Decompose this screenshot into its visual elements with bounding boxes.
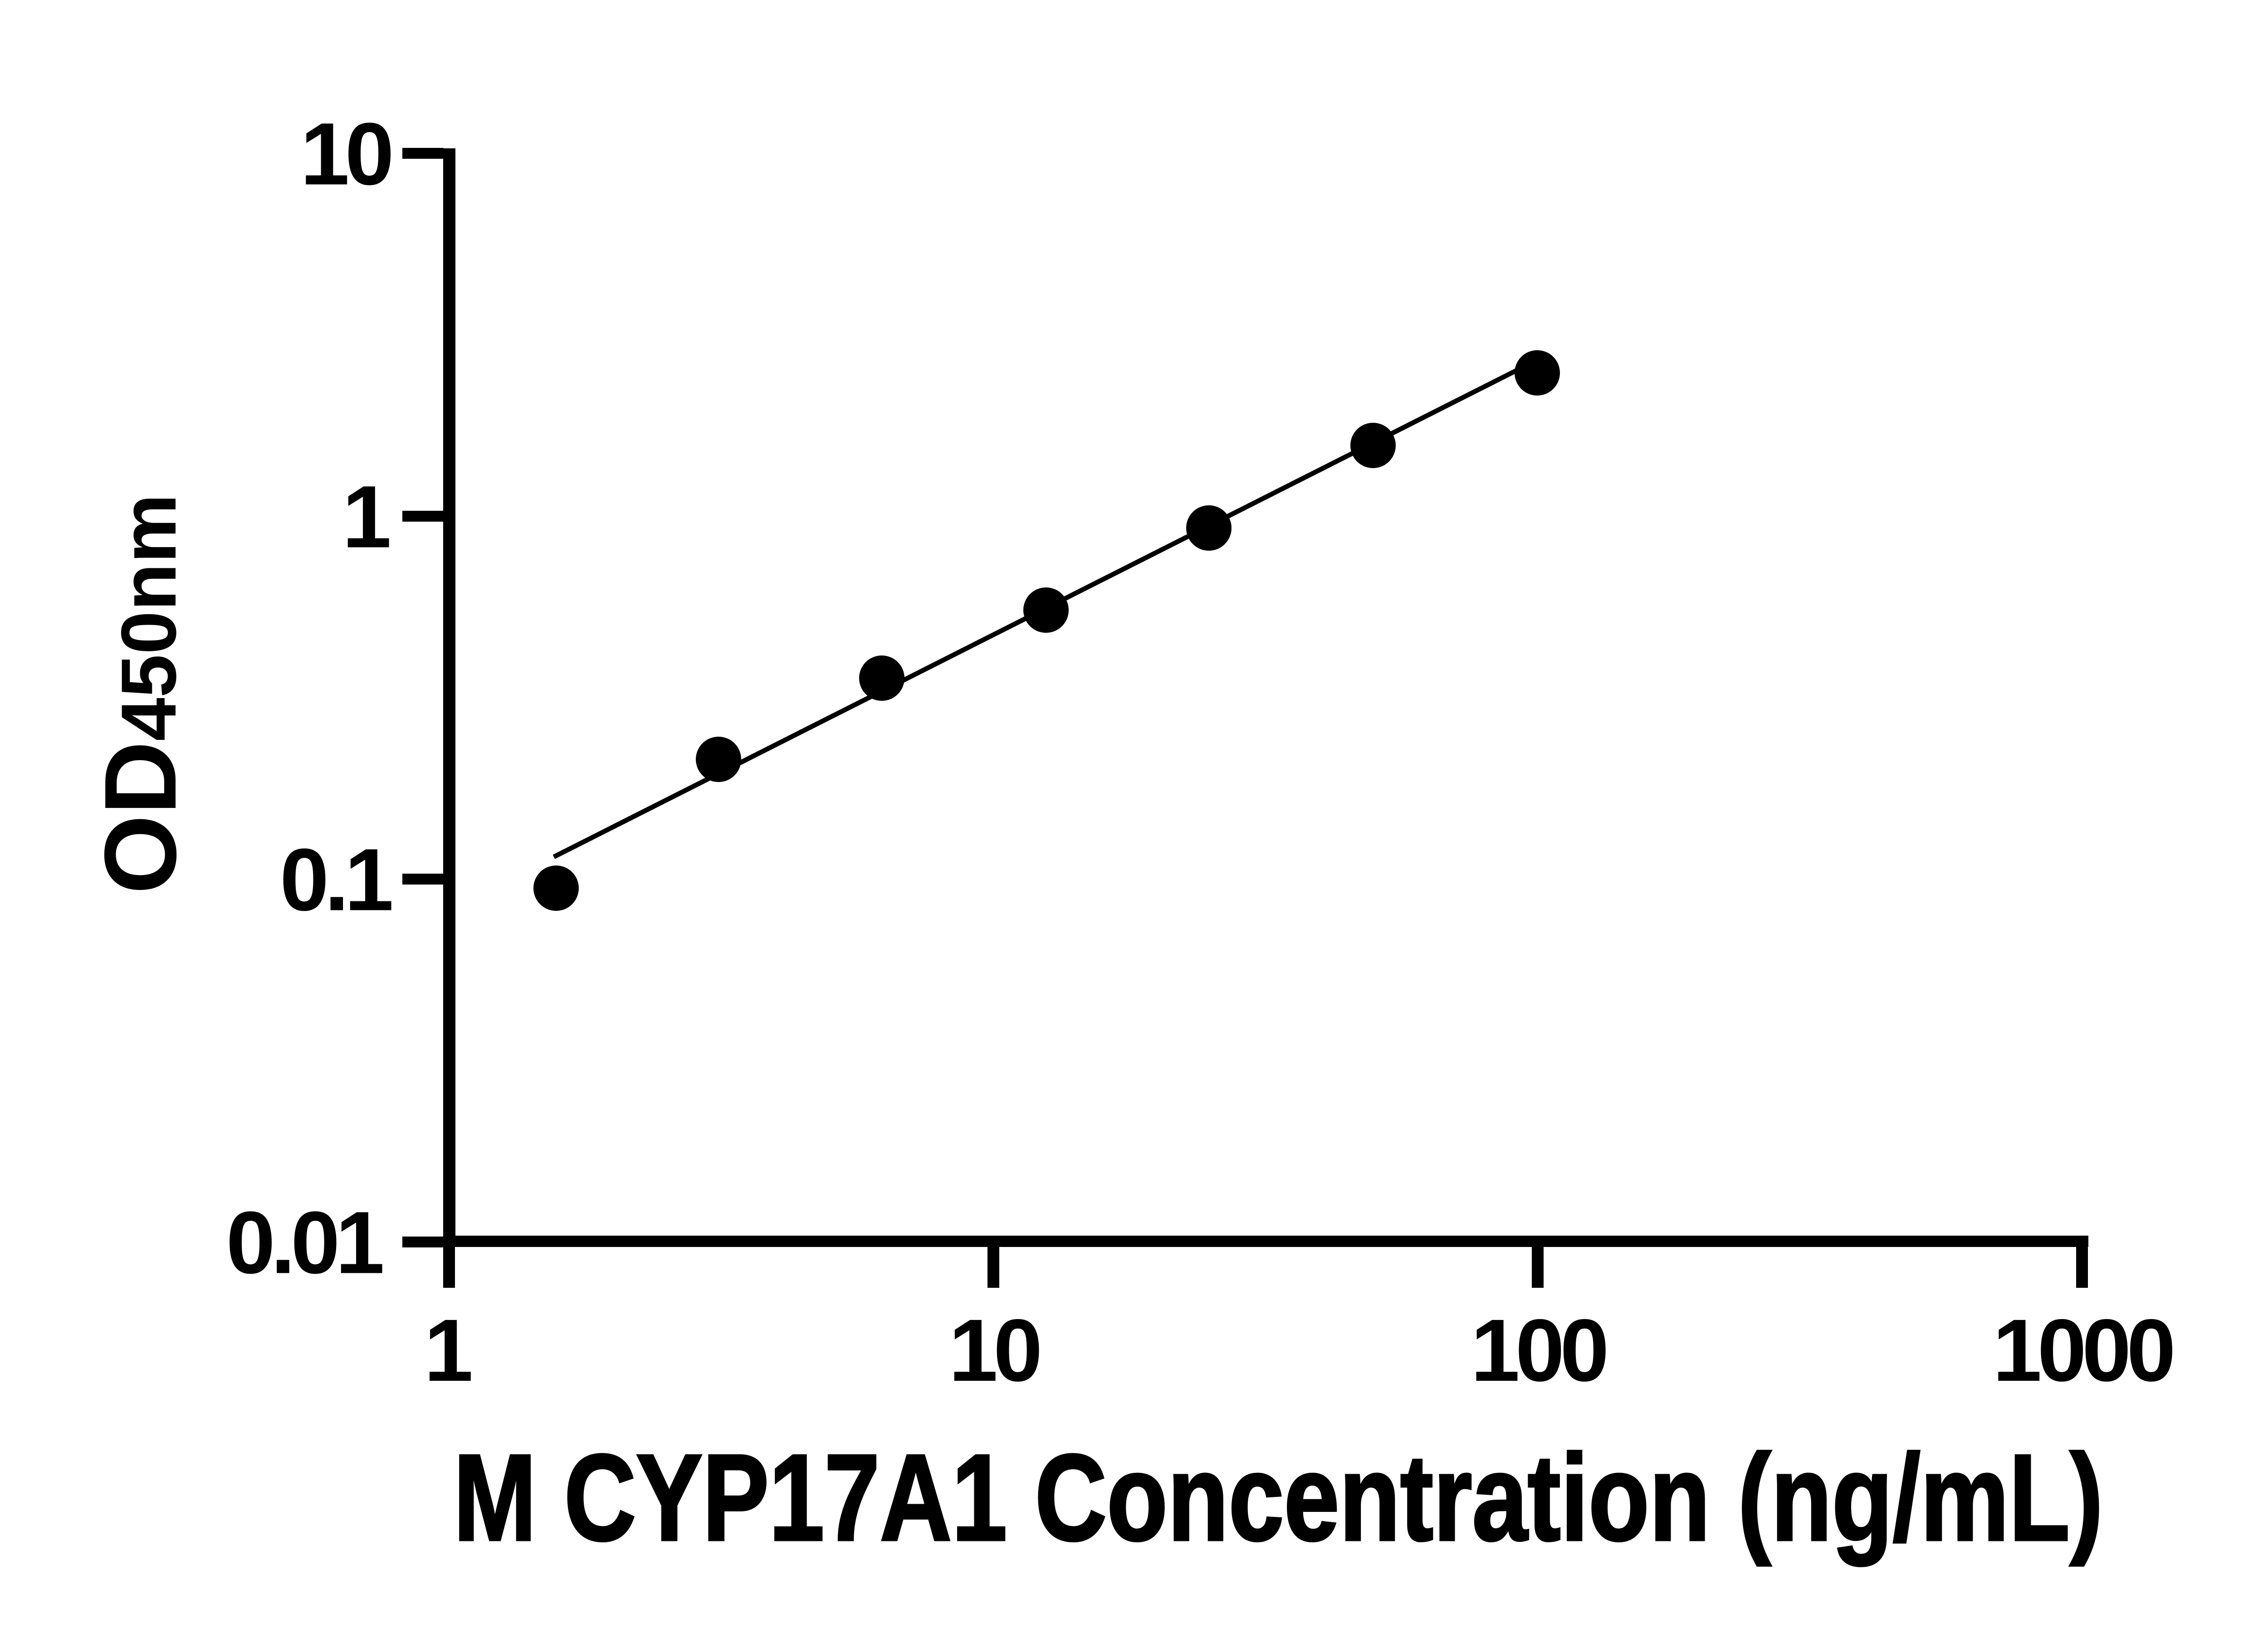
svg-text:1000: 1000 (1993, 1301, 2172, 1400)
svg-text:0.1: 0.1 (280, 831, 392, 929)
svg-text:OD450nm: OD450nm (83, 494, 197, 894)
svg-text:0.01: 0.01 (226, 1193, 382, 1292)
svg-text:M CYP17A1 Concentration (ng/mL: M CYP17A1 Concentration (ng/mL) (454, 1429, 2103, 1566)
svg-text:1: 1 (424, 1301, 471, 1400)
svg-text:1: 1 (342, 468, 390, 567)
svg-text:10: 10 (949, 1301, 1039, 1400)
svg-text:10: 10 (300, 105, 391, 204)
svg-text:100: 100 (1471, 1301, 1606, 1400)
